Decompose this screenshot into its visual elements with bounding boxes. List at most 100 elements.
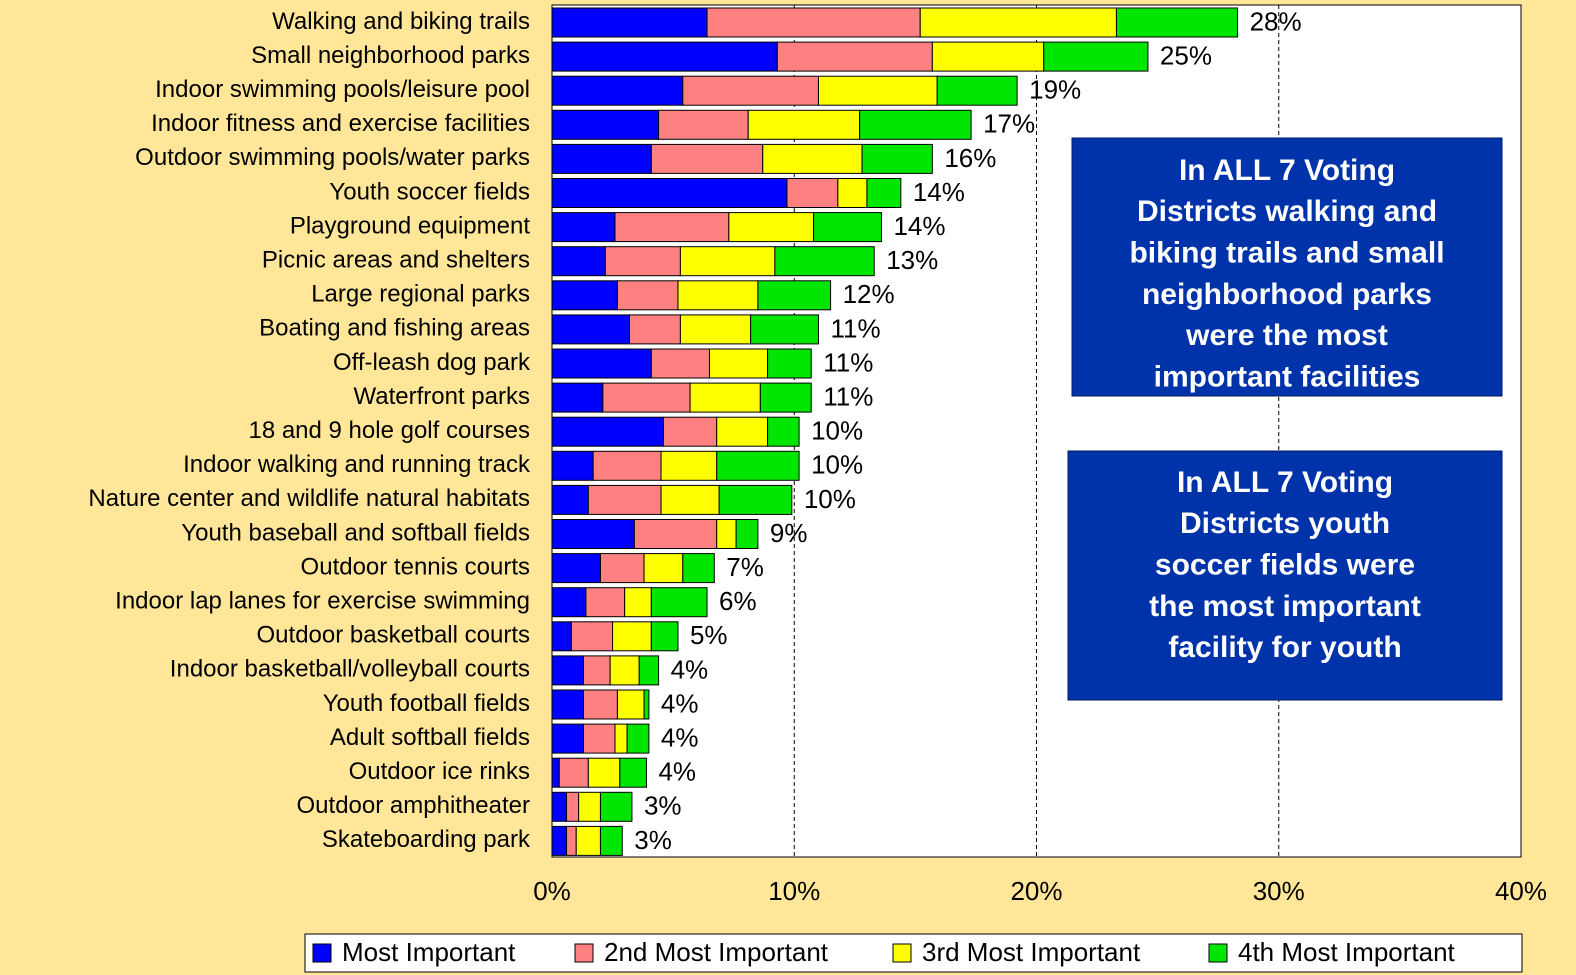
bar-segment — [551, 212, 616, 243]
total-label: 25% — [1160, 40, 1212, 70]
bar-segment — [551, 757, 560, 788]
annotation-text: soccer fields were — [1155, 549, 1415, 582]
category-label: Indoor basketball/volleyball courts — [170, 656, 530, 683]
bar-segment — [551, 41, 778, 72]
legend-label: 4th Most Important — [1238, 937, 1456, 967]
bar-segment — [604, 246, 681, 277]
bar-segment — [757, 280, 832, 311]
bar-segment — [689, 382, 761, 413]
total-label: 9% — [770, 518, 808, 548]
bar-segment — [650, 348, 710, 379]
total-label: 5% — [690, 620, 728, 650]
annotation-text: neighborhood parks — [1142, 278, 1432, 311]
total-label: 10% — [804, 484, 856, 514]
legend-box — [304, 933, 1523, 973]
bar-segment — [1043, 41, 1149, 72]
bar-segment — [650, 587, 708, 618]
bar-segment — [551, 314, 631, 345]
bar-segment — [813, 212, 882, 243]
total-label: 17% — [983, 109, 1035, 139]
bar-segment — [735, 519, 759, 549]
category-label: Outdoor basketball courts — [257, 622, 530, 649]
x-tick-label: 10% — [768, 876, 820, 906]
total-label: 4% — [658, 757, 696, 787]
bar-segment — [767, 416, 800, 447]
bar-segment — [750, 314, 819, 345]
annotation-text: facility for youth — [1168, 631, 1401, 664]
bar-segment — [585, 587, 626, 618]
bar-segment — [592, 450, 662, 481]
total-label: 4% — [661, 688, 699, 718]
category-label: Indoor walking and running track — [183, 451, 531, 478]
bar-segment — [558, 757, 589, 788]
bar-segment — [551, 416, 664, 447]
bar-segment — [599, 791, 633, 822]
total-label: 6% — [719, 586, 757, 616]
annotation-text: Districts youth — [1180, 507, 1390, 540]
category-label: Outdoor swimming pools/water parks — [135, 144, 530, 171]
category-label: Indoor swimming pools/leisure pool — [155, 76, 530, 103]
bar-segment — [919, 7, 1117, 38]
bar-segment — [551, 825, 568, 856]
bar-segment — [658, 109, 749, 140]
bar-segment — [859, 109, 972, 140]
bar-segment — [614, 212, 730, 243]
bar-segment — [786, 178, 839, 208]
bar-segment — [866, 178, 902, 208]
total-label: 4% — [661, 722, 699, 752]
bar-segment — [936, 75, 1018, 106]
bar-segment — [650, 143, 764, 174]
bar-segment — [759, 382, 812, 413]
bar-segment — [551, 723, 584, 754]
legend-label: 3rd Most Important — [922, 937, 1141, 967]
category-label: Skateboarding park — [322, 826, 531, 853]
total-label: 14% — [913, 177, 965, 207]
total-label: 16% — [944, 143, 996, 173]
bar-segment — [1115, 7, 1239, 38]
bar-segment — [599, 553, 645, 584]
bar-segment — [774, 246, 875, 277]
bar-segment — [716, 416, 769, 447]
total-label: 4% — [671, 654, 709, 684]
total-label: 14% — [893, 211, 945, 241]
bar-segment — [861, 143, 933, 174]
bar-segment — [614, 723, 628, 754]
category-label: Nature center and wildlife natural habit… — [88, 485, 530, 512]
bar-segment — [767, 348, 812, 379]
bar-segment — [551, 484, 589, 515]
bar-segment — [776, 41, 933, 72]
bar-segment — [643, 689, 650, 720]
bar-segment — [551, 178, 788, 208]
bar-segment — [582, 689, 618, 720]
bar-segment — [551, 791, 568, 822]
bar-segment — [643, 553, 684, 584]
bar-segment — [587, 484, 662, 515]
category-label: Indoor fitness and exercise facilities — [151, 110, 530, 137]
annotation-box — [1071, 137, 1503, 397]
total-label: 10% — [811, 416, 863, 446]
bar-segment — [551, 280, 618, 311]
bar-segment — [624, 587, 652, 618]
bar-segment — [609, 655, 640, 686]
bar-segment — [616, 689, 645, 720]
bar-segment — [551, 143, 652, 174]
category-label: Off-leash dog park — [333, 349, 531, 376]
bar-segment — [551, 689, 584, 720]
bar-segment — [662, 416, 718, 447]
bar-segment — [747, 109, 861, 140]
bar-segment — [582, 723, 616, 754]
bar-segment — [551, 587, 587, 618]
bar-segment — [587, 757, 621, 788]
bar-segment — [616, 280, 679, 311]
legend-label: 2nd Most Important — [604, 937, 829, 967]
bar-segment — [551, 519, 635, 549]
total-label: 12% — [843, 279, 895, 309]
bar-segment — [650, 621, 679, 652]
total-label: 28% — [1250, 6, 1302, 36]
category-label: Playground equipment — [290, 212, 530, 239]
bar-segment — [728, 212, 815, 243]
bar-segment — [582, 655, 611, 686]
bar-segment — [706, 7, 921, 38]
legend-swatch — [892, 943, 912, 963]
